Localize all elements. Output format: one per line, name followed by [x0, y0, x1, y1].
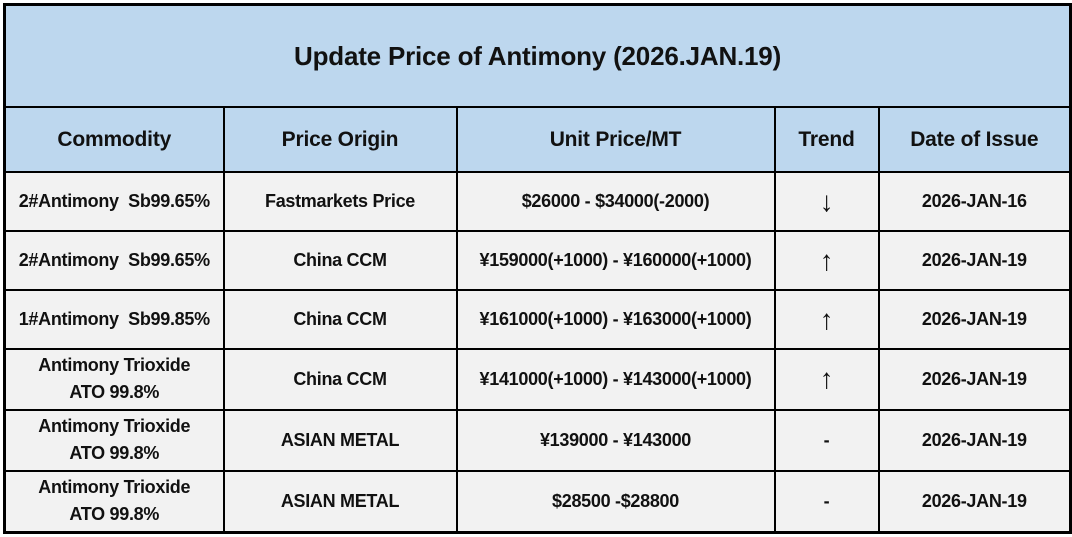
- price-origin-cell: ASIAN METAL: [222, 469, 458, 534]
- trend-cell: -: [773, 469, 880, 534]
- column-header-unit-price: Unit Price/MT: [455, 106, 776, 174]
- unit-price-cell: ¥141000(+1000) - ¥143000(+1000): [455, 348, 776, 411]
- commodity-cell: Antimony Trioxide ATO 99.8%: [3, 469, 225, 534]
- trend-up-icon: ↑: [819, 363, 834, 395]
- table-row: Antimony Trioxide ATO 99.8% ASIAN METAL …: [3, 408, 1072, 472]
- column-header-trend: Trend: [773, 106, 880, 174]
- date-of-issue-cell: 2026-JAN-19: [877, 408, 1072, 472]
- table-row: 2#Antimony Sb99.65% China CCM ¥159000(+1…: [3, 230, 1072, 292]
- trend-cell: ↑: [773, 348, 880, 411]
- table-row: Antimony Trioxide ATO 99.8% ASIAN METAL …: [3, 469, 1072, 534]
- date-of-issue-cell: 2026-JAN-19: [877, 348, 1072, 411]
- commodity-cell: 2#Antimony Sb99.65%: [3, 230, 225, 292]
- table-row: 2#Antimony Sb99.65% Fastmarkets Price $2…: [3, 171, 1072, 233]
- trend-cell: -: [773, 408, 880, 472]
- antimony-price-table: Update Price of Antimony (2026.JAN.19) C…: [3, 3, 1072, 534]
- column-header-commodity: Commodity: [3, 106, 225, 174]
- price-origin-cell: China CCM: [222, 289, 458, 350]
- date-of-issue-cell: 2026-JAN-19: [877, 230, 1072, 292]
- unit-price-cell: ¥161000(+1000) - ¥163000(+1000): [455, 289, 776, 350]
- header-row: Commodity Price Origin Unit Price/MT Tre…: [3, 106, 1072, 174]
- date-of-issue-cell: 2026-JAN-19: [877, 289, 1072, 350]
- trend-cell: ↑: [773, 289, 880, 350]
- trend-up-icon: ↑: [819, 244, 834, 276]
- column-header-price-origin: Price Origin: [222, 106, 458, 174]
- date-of-issue-cell: 2026-JAN-19: [877, 469, 1072, 534]
- price-origin-cell: China CCM: [222, 230, 458, 292]
- unit-price-cell: $26000 - $34000(-2000): [455, 171, 776, 233]
- unit-price-cell: ¥139000 - ¥143000: [455, 408, 776, 472]
- commodity-cell: Antimony Trioxide ATO 99.8%: [3, 408, 225, 472]
- trend-up-icon: ↑: [819, 303, 834, 335]
- price-origin-cell: Fastmarkets Price: [222, 171, 458, 233]
- price-origin-cell: China CCM: [222, 348, 458, 411]
- page-title: Update Price of Antimony (2026.JAN.19): [3, 3, 1072, 109]
- table-row: Antimony Trioxide ATO 99.8% China CCM ¥1…: [3, 348, 1072, 411]
- unit-price-cell: ¥159000(+1000) - ¥160000(+1000): [455, 230, 776, 292]
- commodity-cell: 2#Antimony Sb99.65%: [3, 171, 225, 233]
- title-row: Update Price of Antimony (2026.JAN.19): [3, 3, 1072, 109]
- price-origin-cell: ASIAN METAL: [222, 408, 458, 472]
- column-header-date-of-issue: Date of Issue: [877, 106, 1072, 174]
- trend-cell: ↑: [773, 230, 880, 292]
- table-row: 1#Antimony Sb99.85% China CCM ¥161000(+1…: [3, 289, 1072, 350]
- unit-price-cell: $28500 -$28800: [455, 469, 776, 534]
- trend-down-icon: ↓: [819, 185, 834, 217]
- trend-cell: ↓: [773, 171, 880, 233]
- commodity-cell: Antimony Trioxide ATO 99.8%: [3, 348, 225, 411]
- commodity-cell: 1#Antimony Sb99.85%: [3, 289, 225, 350]
- date-of-issue-cell: 2026-JAN-16: [877, 171, 1072, 233]
